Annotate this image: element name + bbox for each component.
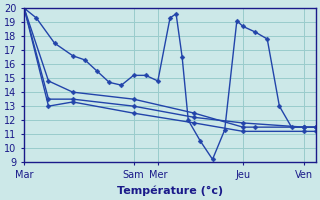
X-axis label: Température (°c): Température (°c) — [117, 185, 223, 196]
